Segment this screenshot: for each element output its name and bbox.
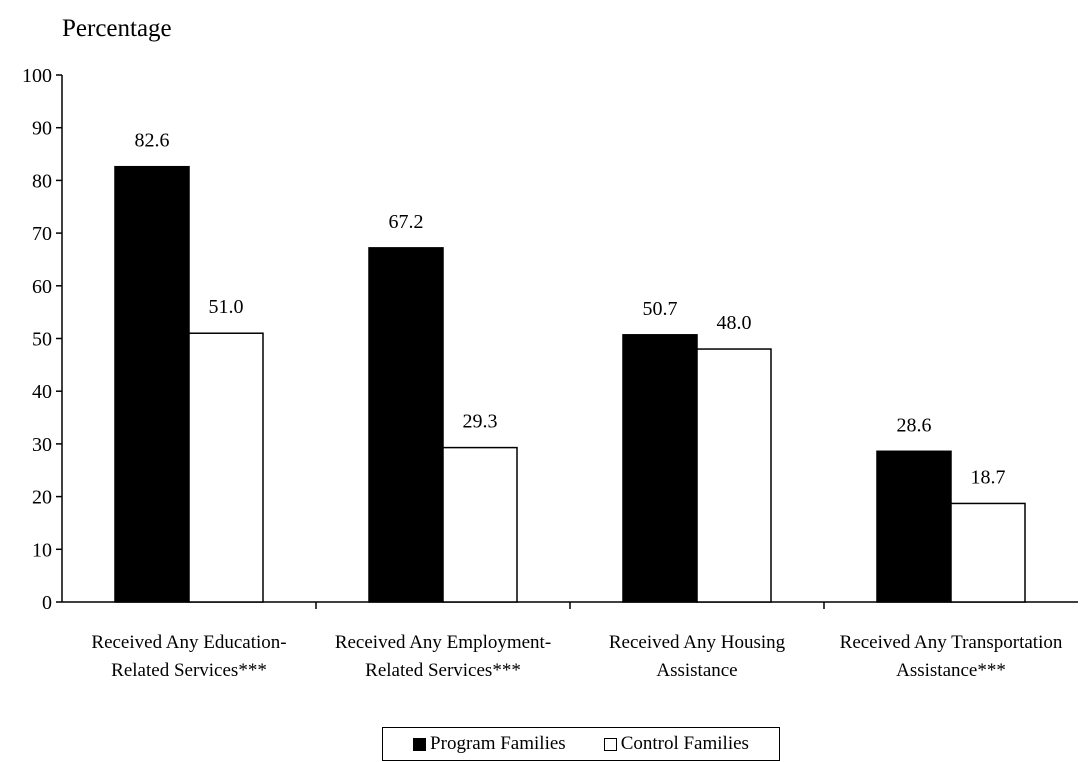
legend-swatch-control (604, 738, 617, 751)
x-tick-labels: Received Any Education- Related Services*… (91, 632, 1062, 681)
y-tick-label: 60 (32, 276, 52, 298)
y-tick-label: 50 (32, 329, 52, 351)
legend-item-program: Program Families (413, 733, 566, 755)
legend-label-program: Program Families (430, 733, 566, 755)
value-labels: 82.6 51.0 67.2 29.3 50.7 48.0 28.6 18.7 (135, 130, 1006, 489)
x-tick-label: Received Any Transportation (840, 632, 1063, 653)
bar-program (623, 335, 697, 602)
y-tick-label: 30 (32, 434, 52, 456)
data-label-control: 18.7 (971, 466, 1006, 488)
x-tick-label: Received Any Education- (91, 632, 286, 653)
x-tick-label: Assistance*** (896, 660, 1006, 681)
y-tick-label: 80 (32, 170, 52, 192)
data-label-program: 50.7 (643, 298, 678, 320)
x-tick-label: Received Any Housing (609, 632, 786, 653)
bar-program (369, 248, 443, 602)
bars (115, 167, 1025, 602)
y-tick-label: 20 (32, 487, 52, 509)
x-tick-label: Received Any Employment- (335, 632, 551, 653)
bar-program (877, 451, 951, 602)
data-label-program: 82.6 (135, 130, 170, 152)
data-label-program: 28.6 (897, 414, 932, 436)
data-label-program: 67.2 (389, 211, 424, 233)
legend-label-control: Control Families (621, 733, 749, 755)
bar-control (189, 333, 263, 602)
data-label-control: 29.3 (463, 411, 498, 433)
y-tick-label: 70 (32, 223, 52, 245)
y-tick-label: 10 (32, 539, 52, 561)
y-axis: 0 10 20 30 40 50 60 70 80 90 100 (22, 65, 62, 614)
data-label-control: 51.0 (209, 296, 244, 318)
y-tick-label: 40 (32, 381, 52, 403)
bar-control (951, 503, 1025, 602)
legend-swatch-program (413, 738, 426, 751)
x-tick-label: Related Services*** (365, 660, 521, 681)
x-axis (62, 602, 1078, 609)
y-tick-label: 100 (22, 65, 52, 87)
y-tick-label: 0 (42, 592, 52, 614)
y-tick-label: 90 (32, 118, 52, 140)
bar-program (115, 167, 189, 602)
y-axis-label: Percentage (62, 15, 172, 42)
data-label-control: 48.0 (717, 312, 752, 334)
x-tick-label: Related Services*** (111, 660, 267, 681)
legend-item-control: Control Families (604, 733, 749, 755)
bar-control (443, 448, 517, 602)
bar-control (697, 349, 771, 602)
legend: Program Families Control Families (382, 727, 780, 761)
x-tick-label: Assistance (656, 660, 737, 681)
